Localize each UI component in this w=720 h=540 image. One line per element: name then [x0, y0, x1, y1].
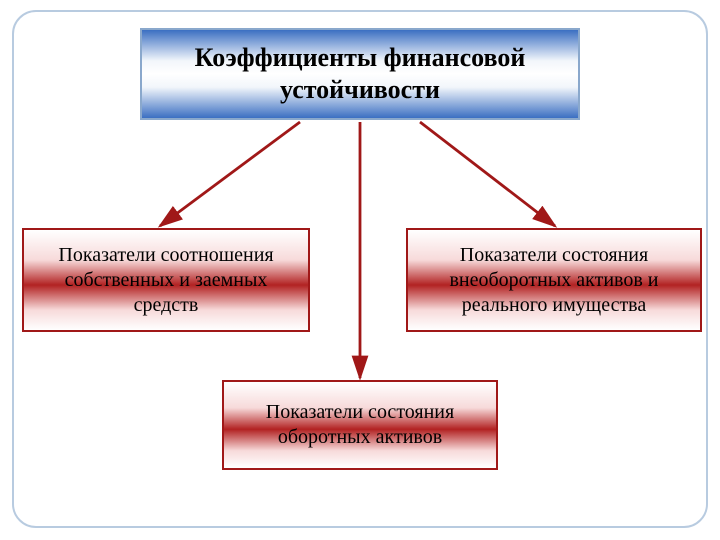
left-child-box: Показатели соотношения собственных и зае… — [22, 228, 310, 332]
left-child-text: Показатели соотношения собственных и зае… — [36, 243, 296, 318]
right-child-box: Показатели состояния внеоборотных активо… — [406, 228, 702, 332]
title-text: Коэффициенты финансовой устойчивости — [162, 42, 558, 107]
bottom-child-box: Показатели состояния оборотных активов — [222, 380, 498, 470]
right-child-text: Показатели состояния внеоборотных активо… — [420, 243, 688, 318]
bottom-child-text: Показатели состояния оборотных активов — [236, 400, 484, 450]
title-box: Коэффициенты финансовой устойчивости — [140, 28, 580, 120]
